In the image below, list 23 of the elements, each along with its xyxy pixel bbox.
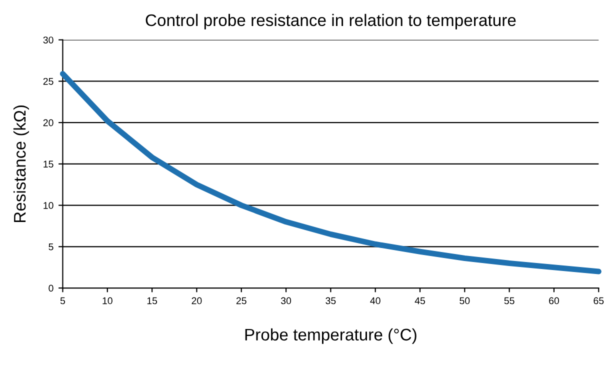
y-tick-label: 30 (43, 36, 54, 44)
x-tick-label: 60 (549, 297, 560, 304)
y-tick-label: 5 (48, 243, 54, 250)
x-tick-label: 40 (370, 297, 380, 304)
x-tick-label: 5 (60, 297, 66, 304)
x-tick-label: 25 (236, 297, 246, 304)
x-tick-label: 10 (102, 297, 112, 304)
x-tick-label: 15 (147, 297, 158, 304)
x-tick-label: 45 (414, 297, 426, 304)
y-tick-label: 10 (44, 202, 54, 209)
x-tick-label: 30 (280, 297, 292, 304)
x-tick-label: 55 (504, 297, 514, 304)
chart-title: Control probe resistance in relation to temperature (146, 14, 516, 30)
x-tick-label: 50 (460, 297, 470, 304)
y-tick-label: 20 (43, 119, 54, 126)
x-tick-label: 20 (192, 297, 202, 304)
y-tick-label: 0 (48, 284, 54, 292)
y-axis-title: Resistance (kΩ) (13, 105, 29, 222)
y-tick-label: 25 (43, 78, 54, 85)
x-axis-title: Probe temperature (°C) (245, 328, 416, 344)
y-tick-label: 15 (44, 160, 54, 168)
x-tick-label: 65 (594, 297, 604, 304)
x-tick-label: 35 (326, 297, 336, 304)
